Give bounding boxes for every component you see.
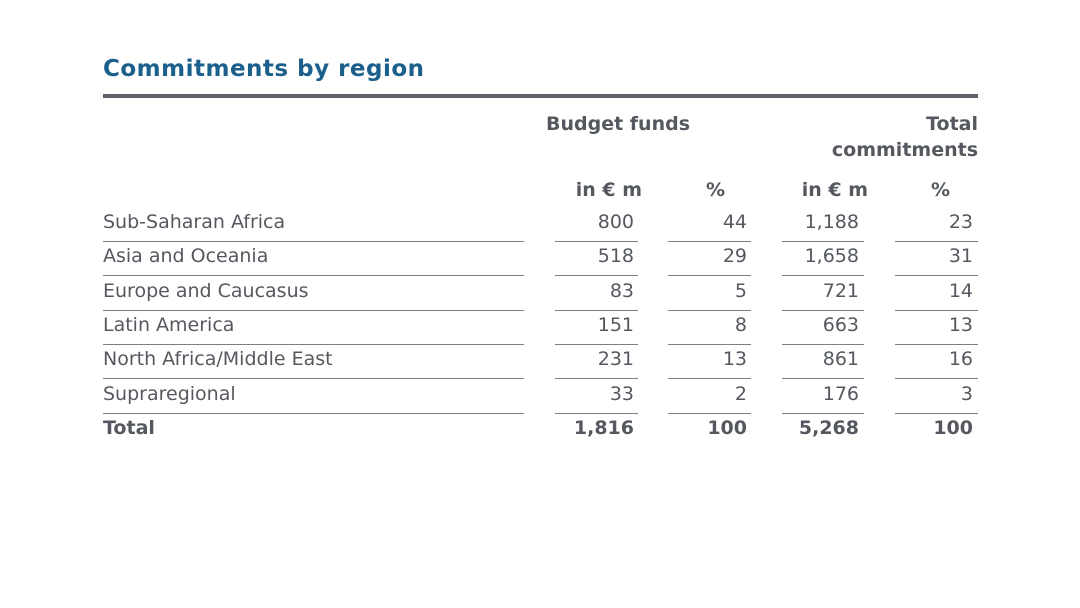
- subheader-budget-percent: %: [705, 179, 725, 201]
- total-amount-cell: 721: [822, 279, 859, 302]
- region-cell: Latin America: [103, 313, 235, 336]
- total-percent-cell: 100: [933, 416, 973, 439]
- total-amount-cell: 176: [822, 382, 859, 405]
- total-percent-cell: 14: [948, 279, 973, 302]
- region-cell: Sub-Saharan Africa: [103, 211, 286, 233]
- row-divider: [895, 378, 978, 380]
- header-total-line2: commitments: [831, 139, 978, 161]
- budget-amount-cell: 518: [597, 245, 634, 268]
- row-divider: [555, 309, 638, 311]
- row-divider: [668, 275, 751, 277]
- header-total-line1: Total: [926, 113, 978, 135]
- budget-percent-cell: 13: [722, 348, 747, 371]
- table-title: Commitments by region: [103, 56, 425, 82]
- row-divider: [895, 309, 978, 311]
- total-percent-cell: 16: [948, 348, 973, 371]
- total-amount-cell: 663: [822, 313, 859, 336]
- subheader-budget-amount: in € m: [575, 179, 642, 201]
- row-divider: [668, 378, 751, 380]
- total-percent-cell: 13: [948, 313, 973, 336]
- region-cell: North Africa/Middle East: [103, 348, 333, 371]
- row-divider: [895, 343, 978, 345]
- budget-amount-cell: 800: [597, 211, 634, 233]
- title-rule: [103, 94, 978, 98]
- row-divider: [782, 378, 864, 380]
- budget-amount-cell: 231: [597, 348, 634, 371]
- region-cell: Supraregional: [103, 382, 236, 405]
- total-percent-cell: 23: [948, 211, 973, 233]
- total-amount-cell: 1,658: [804, 245, 859, 268]
- row-divider: [782, 343, 864, 345]
- row-divider: [555, 343, 638, 345]
- budget-amount-cell: 33: [609, 382, 634, 405]
- region-cell: Asia and Oceania: [103, 245, 269, 268]
- region-cell: Europe and Caucasus: [103, 279, 309, 302]
- row-divider: [103, 275, 524, 277]
- row-divider: [668, 412, 751, 414]
- row-divider: [555, 378, 638, 380]
- row-divider: [103, 309, 524, 311]
- total-amount-cell: 1,188: [804, 211, 859, 233]
- total-percent-cell: 31: [948, 245, 973, 268]
- row-divider: [782, 412, 864, 414]
- region-cell: Total: [103, 416, 155, 439]
- budget-percent-cell: 100: [707, 416, 747, 439]
- budget-amount-cell: 83: [609, 279, 634, 302]
- budget-percent-cell: 8: [734, 313, 747, 336]
- row-divider: [103, 343, 524, 345]
- row-divider: [782, 309, 864, 311]
- total-amount-cell: 861: [822, 348, 859, 371]
- row-divider: [555, 275, 638, 277]
- row-divider: [555, 412, 638, 414]
- budget-amount-cell: 151: [597, 313, 634, 336]
- total-percent-cell: 3: [960, 382, 973, 405]
- row-divider: [668, 343, 751, 345]
- budget-amount-cell: 1,816: [573, 416, 634, 439]
- budget-percent-cell: 44: [722, 211, 747, 233]
- row-divider: [668, 241, 751, 242]
- subheader-total-amount: in € m: [801, 179, 868, 201]
- budget-percent-cell: 2: [734, 382, 747, 405]
- row-divider: [103, 412, 524, 414]
- total-amount-cell: 5,268: [798, 416, 859, 439]
- row-divider: [668, 309, 751, 311]
- row-divider: [103, 241, 524, 242]
- row-divider: [782, 241, 864, 242]
- row-divider: [895, 412, 978, 414]
- row-divider: [895, 275, 978, 277]
- header-total-commitments: Total commitments: [832, 111, 978, 163]
- row-divider: [555, 241, 638, 242]
- row-divider: [895, 241, 978, 242]
- header-budget-funds: Budget funds: [546, 113, 691, 135]
- row-divider: [103, 378, 524, 380]
- budget-percent-cell: 5: [734, 279, 747, 302]
- subheader-total-percent: %: [930, 179, 950, 201]
- row-divider: [782, 275, 864, 277]
- budget-percent-cell: 29: [722, 245, 747, 268]
